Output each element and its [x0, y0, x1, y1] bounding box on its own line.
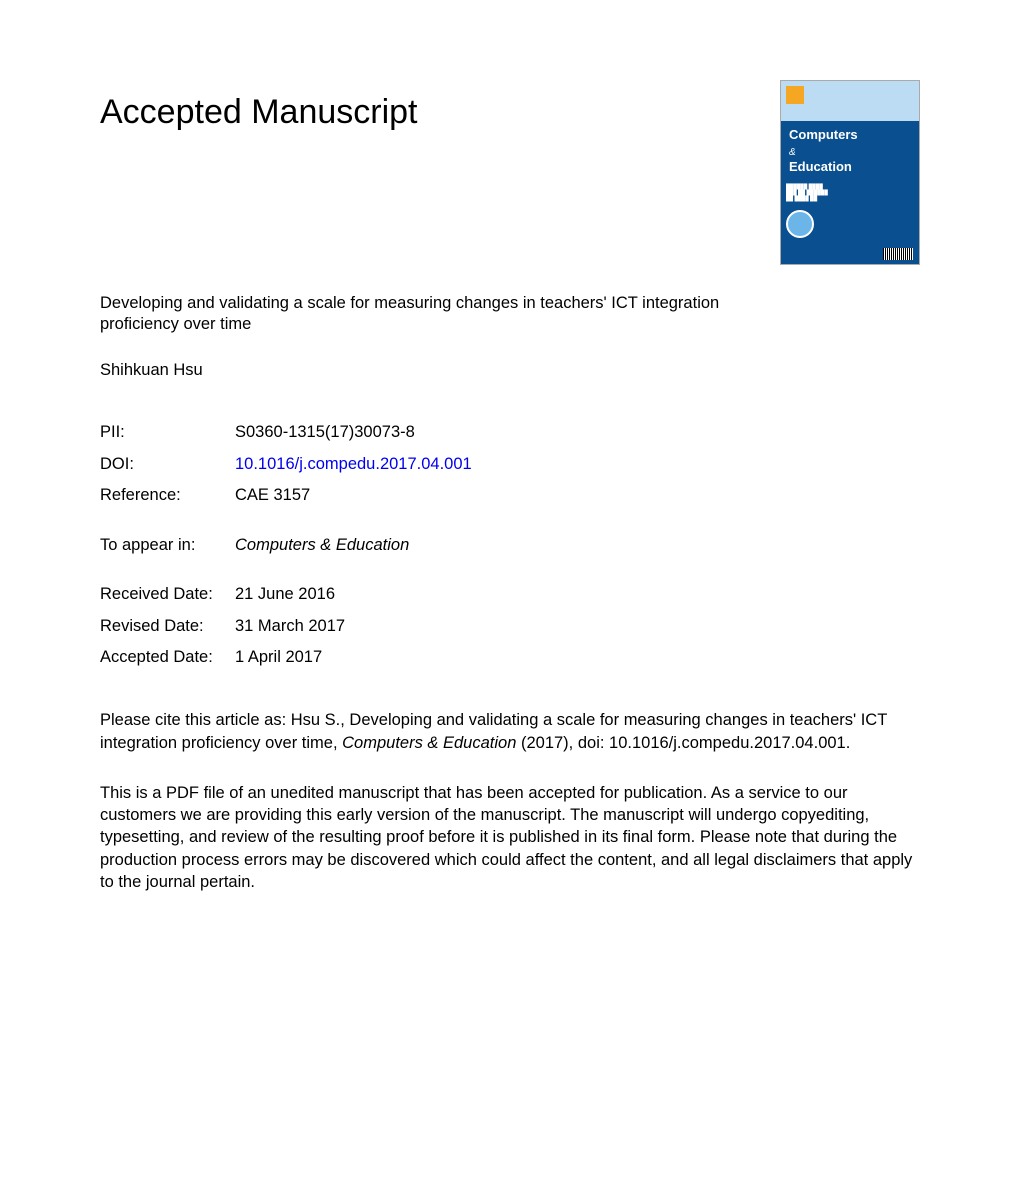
received-label: Received Date:	[100, 579, 235, 610]
table-row: Reference: CAE 3157	[100, 480, 472, 511]
author-name: Shihkuan Hsu	[100, 360, 920, 381]
cover-body: ██████ ███████ ██ ████████ ████ ██	[781, 179, 919, 264]
citation-journal: Computers & Education	[342, 734, 516, 752]
table-row: Revised Date: 31 March 2017	[100, 611, 472, 642]
appear-label: To appear in:	[100, 530, 235, 561]
table-row: Accepted Date: 1 April 2017	[100, 642, 472, 673]
cover-amp: &	[789, 147, 796, 158]
received-value: 21 June 2016	[235, 579, 472, 610]
cover-top-bar	[781, 81, 919, 121]
reference-value: CAE 3157	[235, 480, 472, 511]
barcode-icon	[883, 248, 913, 260]
cover-tiny-text: ██████ ███████ ██ ████████ ████ ██	[786, 184, 914, 202]
page-title: Accepted Manuscript	[100, 90, 418, 134]
doi-label: DOI:	[100, 449, 235, 480]
revised-value: 31 March 2017	[235, 611, 472, 642]
citation-suffix: (2017), doi: 10.1016/j.compedu.2017.04.0…	[516, 734, 850, 752]
disclaimer-text: This is a PDF file of an unedited manusc…	[100, 782, 920, 893]
table-row: DOI: 10.1016/j.compedu.2017.04.001	[100, 449, 472, 480]
cover-journal-title: Computers & Education	[781, 121, 919, 180]
table-row: Received Date: 21 June 2016	[100, 579, 472, 610]
cover-badge-icon	[786, 210, 814, 238]
accepted-label: Accepted Date:	[100, 642, 235, 673]
reference-label: Reference:	[100, 480, 235, 511]
metadata-table: PII: S0360-1315(17)30073-8 DOI: 10.1016/…	[100, 417, 472, 673]
pii-label: PII:	[100, 417, 235, 448]
table-row: To appear in: Computers & Education	[100, 530, 472, 561]
appear-value: Computers & Education	[235, 536, 409, 554]
cover-line1: Computers	[789, 127, 858, 142]
doi-link[interactable]: 10.1016/j.compedu.2017.04.001	[235, 455, 472, 473]
header-row: Accepted Manuscript Computers & Educatio…	[100, 90, 920, 265]
table-row: PII: S0360-1315(17)30073-8	[100, 417, 472, 448]
article-title: Developing and validating a scale for me…	[100, 293, 790, 336]
cover-line2: Education	[789, 159, 852, 174]
journal-cover-thumbnail: Computers & Education An International J…	[780, 80, 920, 265]
revised-label: Revised Date:	[100, 611, 235, 642]
pii-value: S0360-1315(17)30073-8	[235, 417, 472, 448]
citation-text: Please cite this article as: Hsu S., Dev…	[100, 709, 920, 754]
elsevier-logo-icon	[786, 86, 804, 104]
accepted-value: 1 April 2017	[235, 642, 472, 673]
